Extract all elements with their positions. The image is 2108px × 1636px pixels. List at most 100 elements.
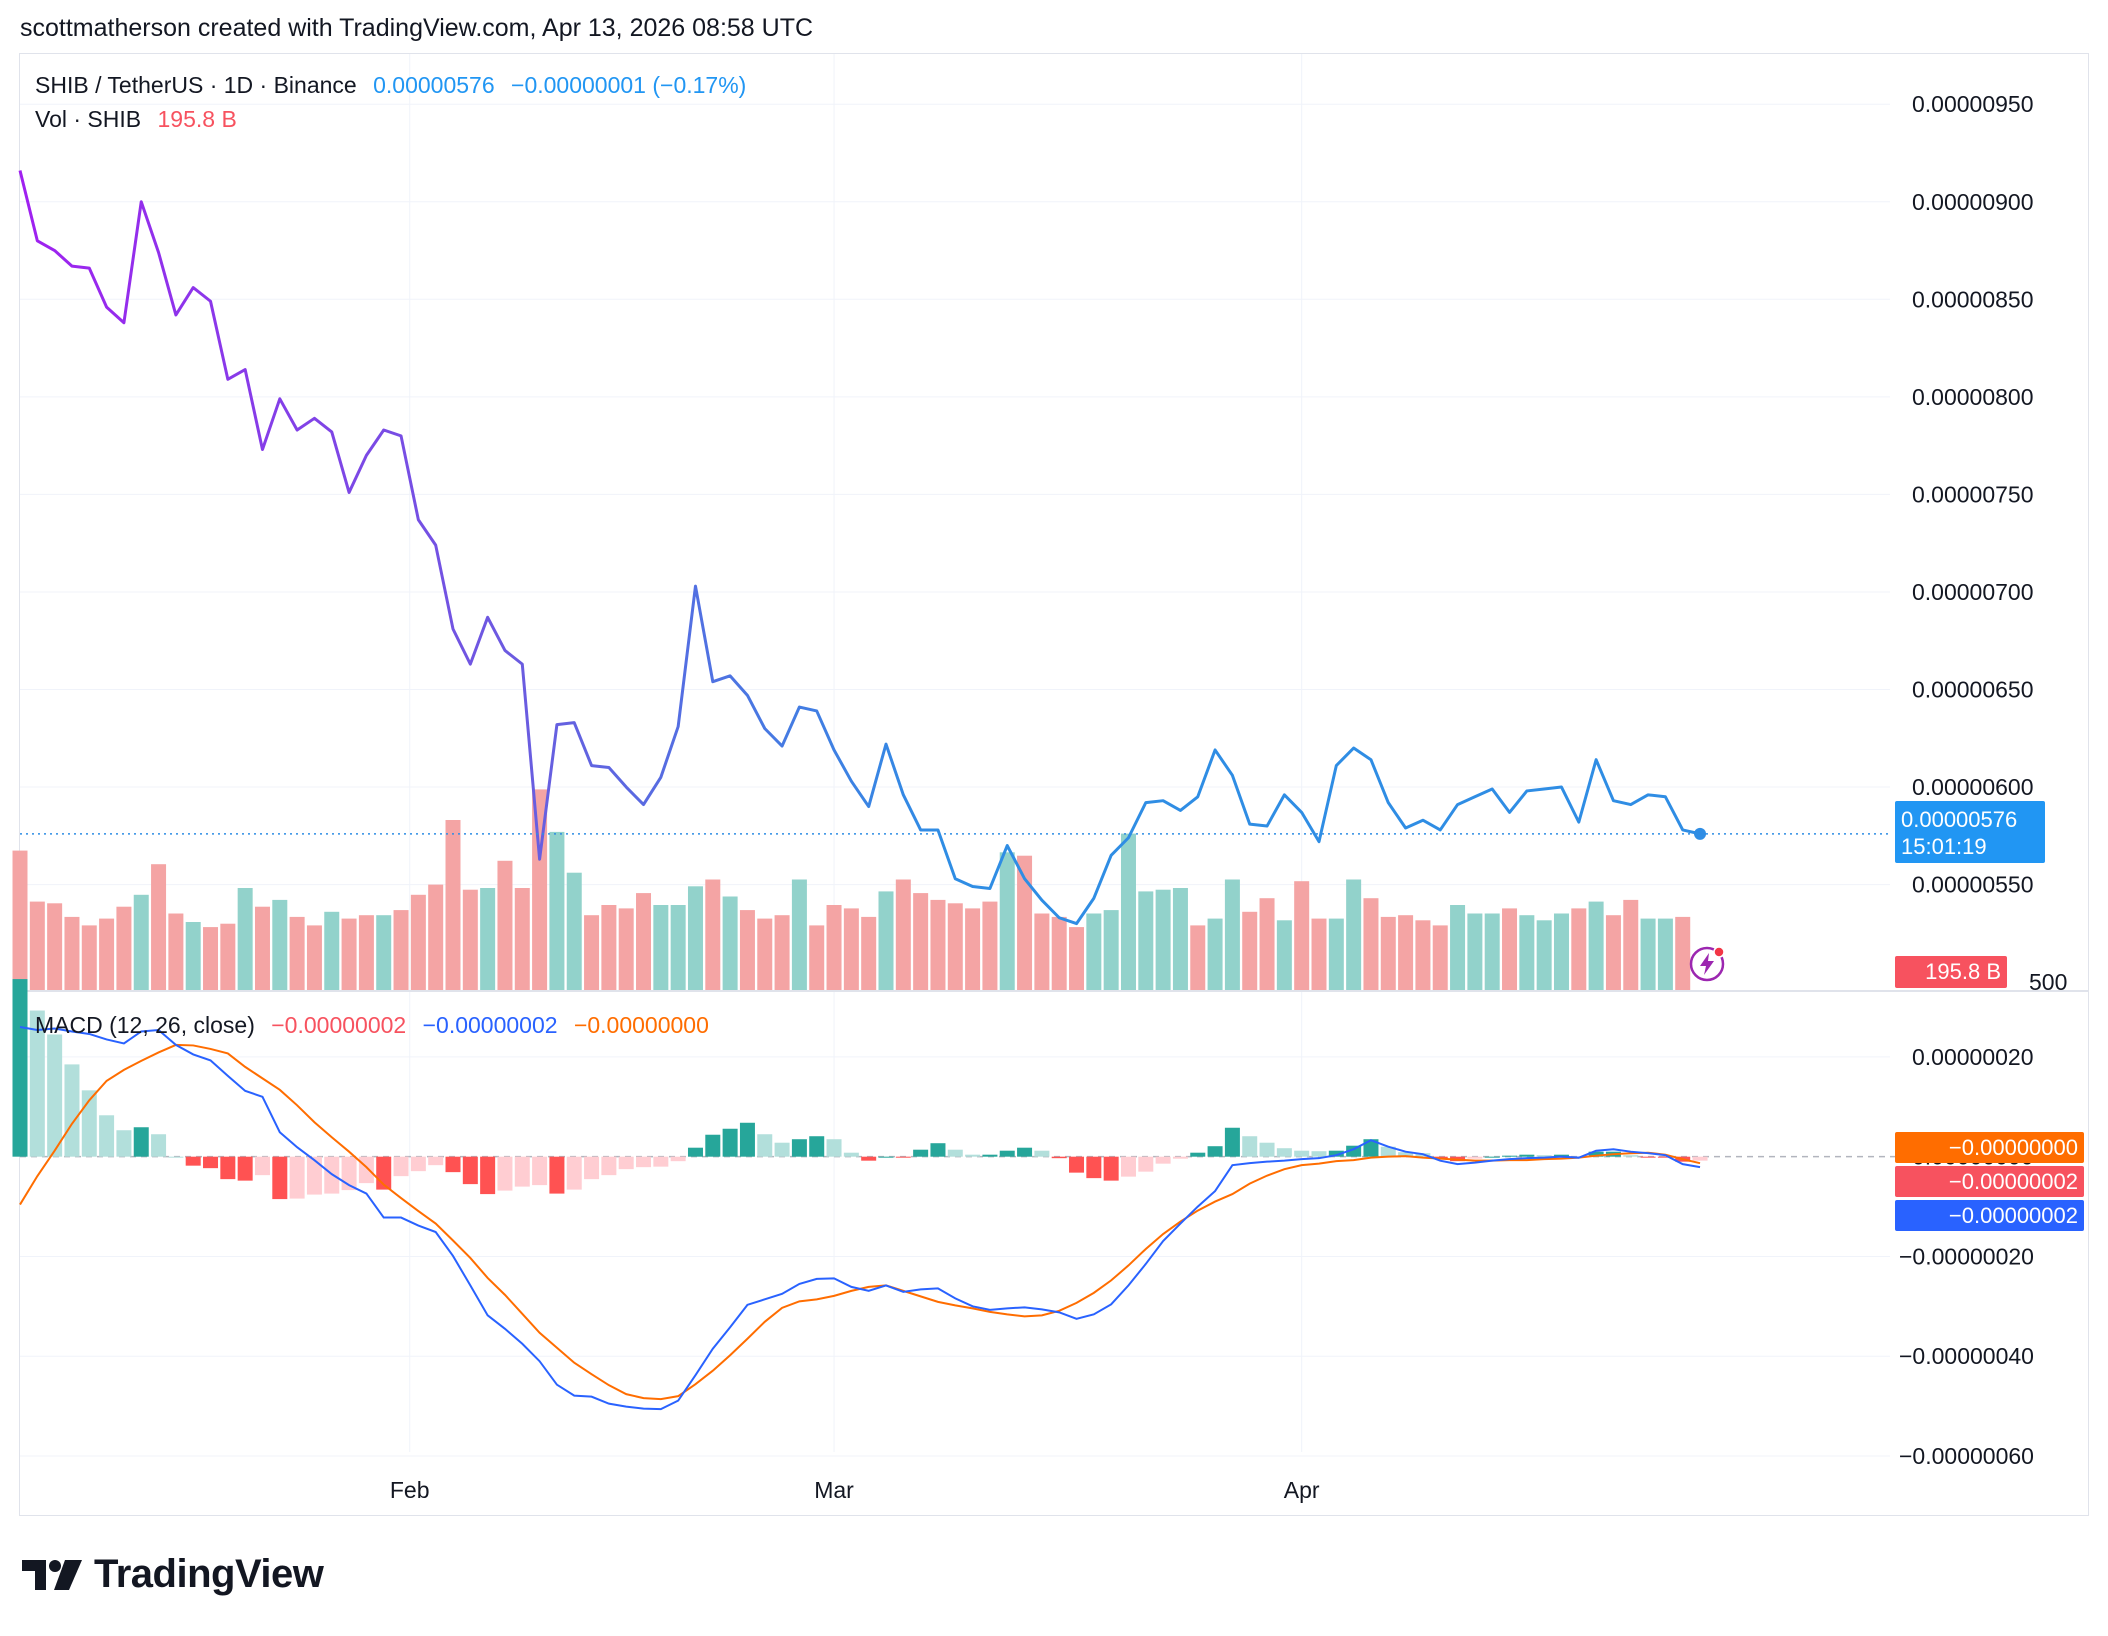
macd-histogram-bar bbox=[1640, 1156, 1656, 1158]
price-change: −0.00000001 (−0.17%) bbox=[511, 72, 747, 98]
volume-bar bbox=[1675, 916, 1691, 990]
volume-bar bbox=[1450, 905, 1466, 990]
volume-value: 195.8 B bbox=[157, 106, 237, 132]
price-axis-label: 0.00000600 bbox=[1912, 774, 2034, 800]
tradingview-wordmark: TradingView bbox=[94, 1552, 324, 1596]
volume-bar bbox=[1103, 910, 1119, 990]
macd-histogram-bar bbox=[1657, 1156, 1673, 1158]
macd-histogram-bar bbox=[445, 1156, 461, 1173]
macd-histogram-bar bbox=[1224, 1127, 1240, 1157]
volume-bar bbox=[1467, 913, 1483, 990]
macd-histogram-bar bbox=[1519, 1154, 1535, 1157]
volume-bar bbox=[99, 918, 115, 990]
volume-bar bbox=[618, 908, 634, 990]
volume-bar bbox=[1588, 901, 1604, 990]
volume-bar bbox=[739, 910, 755, 990]
macd-histogram-bar bbox=[913, 1149, 929, 1157]
lightning-icon[interactable] bbox=[1688, 945, 1726, 983]
macd-histogram-bar bbox=[791, 1139, 807, 1157]
volume-bar bbox=[480, 888, 496, 990]
volume-bar bbox=[376, 915, 392, 990]
price-series bbox=[18, 170, 1890, 926]
macd-axis-label: −0.00000040 bbox=[1899, 1343, 2034, 1369]
volume-bar bbox=[289, 916, 305, 990]
volume-bar bbox=[1276, 920, 1292, 990]
macd-histogram-bar bbox=[532, 1156, 548, 1186]
countdown-timer: 15:01:19 bbox=[1901, 834, 1987, 859]
macd-histogram-bar bbox=[1086, 1156, 1102, 1179]
time-axis-label: Feb bbox=[390, 1477, 430, 1503]
macd-histogram-bar bbox=[185, 1156, 201, 1166]
macd-histogram-bar bbox=[1276, 1148, 1292, 1157]
macd-histogram-bar bbox=[618, 1156, 634, 1170]
macd-histogram-bar bbox=[1484, 1156, 1500, 1158]
volume-label[interactable]: Vol · SHIB bbox=[35, 106, 142, 132]
volume-bar bbox=[913, 893, 929, 990]
volume-bar bbox=[1346, 879, 1362, 990]
volume-bar bbox=[687, 886, 703, 990]
macd-histogram-bar bbox=[861, 1156, 877, 1161]
price-axis-label: 0.00000750 bbox=[1912, 481, 2034, 507]
volume-bar bbox=[861, 916, 877, 990]
price-axis-label: 0.00000900 bbox=[1912, 189, 2034, 215]
macd-histogram-bar bbox=[757, 1134, 773, 1157]
macd-histogram-bar bbox=[670, 1156, 686, 1162]
last-price-dot bbox=[1694, 827, 1707, 840]
macd-histogram-bar bbox=[497, 1156, 513, 1191]
volume-legend[interactable]: Vol · SHIB 195.8 B bbox=[35, 106, 237, 133]
volume-bar bbox=[566, 872, 582, 990]
macd-histogram-bar bbox=[116, 1130, 132, 1157]
main-legend[interactable]: SHIB / TetherUS · 1D · Binance 0.0000057… bbox=[35, 72, 746, 99]
volume-bar bbox=[1484, 913, 1500, 990]
macd-signal-line bbox=[19, 1043, 1701, 1401]
macd-histogram-bar bbox=[1259, 1142, 1275, 1157]
volume-bar bbox=[1017, 855, 1033, 990]
macd-legend[interactable]: MACD (12, 26, close) −0.00000002 −0.0000… bbox=[35, 1012, 709, 1039]
macd-histogram-bar bbox=[428, 1156, 444, 1166]
macd-histogram-bar bbox=[289, 1156, 305, 1199]
macd-histogram-bar bbox=[687, 1147, 703, 1157]
volume-bar bbox=[29, 901, 45, 990]
macd-histogram-bar bbox=[393, 1156, 409, 1177]
macd-histogram-bar bbox=[947, 1149, 963, 1157]
volume-bar bbox=[1553, 913, 1569, 990]
macd-histogram-bar bbox=[254, 1156, 270, 1176]
price-axis-label: 0.00000700 bbox=[1912, 579, 2034, 605]
volume-bar bbox=[1363, 898, 1379, 990]
volume-bar bbox=[1190, 925, 1206, 990]
tradingview-logo[interactable]: TradingView bbox=[22, 1552, 324, 1597]
volume-bar bbox=[462, 889, 478, 990]
volume-bar bbox=[497, 860, 513, 990]
price-axis-label: 0.00000550 bbox=[1912, 872, 2034, 898]
macd-histogram-bar bbox=[1069, 1156, 1085, 1173]
volume-bar bbox=[930, 899, 946, 990]
volume-bar bbox=[12, 850, 28, 990]
macd-label[interactable]: MACD (12, 26, close) bbox=[35, 1012, 255, 1038]
volume-bar bbox=[705, 879, 721, 990]
macd-histogram-bar bbox=[1311, 1151, 1327, 1157]
volume-bar bbox=[1120, 833, 1136, 990]
volume-bar bbox=[358, 915, 374, 990]
macd-histogram-bar bbox=[601, 1156, 617, 1176]
axis-labels: 0.00000950 0.00000900 0.00000850 0.00000800… bbox=[390, 91, 2067, 1503]
price-axis-label: 0.00000950 bbox=[1912, 91, 2034, 117]
macd-histogram-bar bbox=[1138, 1156, 1154, 1172]
volume-bar bbox=[670, 905, 686, 990]
macd-histogram-bar bbox=[12, 979, 28, 1157]
volume-bar bbox=[1207, 918, 1223, 990]
macd-histogram-bar bbox=[1103, 1156, 1119, 1181]
symbol-title[interactable]: SHIB / TetherUS · 1D · Binance bbox=[35, 72, 357, 98]
macd-histogram-bar bbox=[584, 1156, 600, 1180]
macd-histogram-bar bbox=[1172, 1156, 1188, 1159]
macd-line-value: −0.00000002 bbox=[422, 1012, 558, 1038]
volume-bar bbox=[878, 891, 894, 990]
volume-bar bbox=[1086, 913, 1102, 990]
macd-histogram-bar bbox=[636, 1156, 652, 1168]
volume-bar bbox=[584, 915, 600, 990]
macd-histogram-bar bbox=[1155, 1156, 1171, 1164]
chart-frame bbox=[19, 53, 2089, 1516]
volume-bar bbox=[1571, 908, 1587, 990]
volume-bar bbox=[636, 893, 652, 990]
macd-histogram-bar bbox=[774, 1142, 790, 1157]
